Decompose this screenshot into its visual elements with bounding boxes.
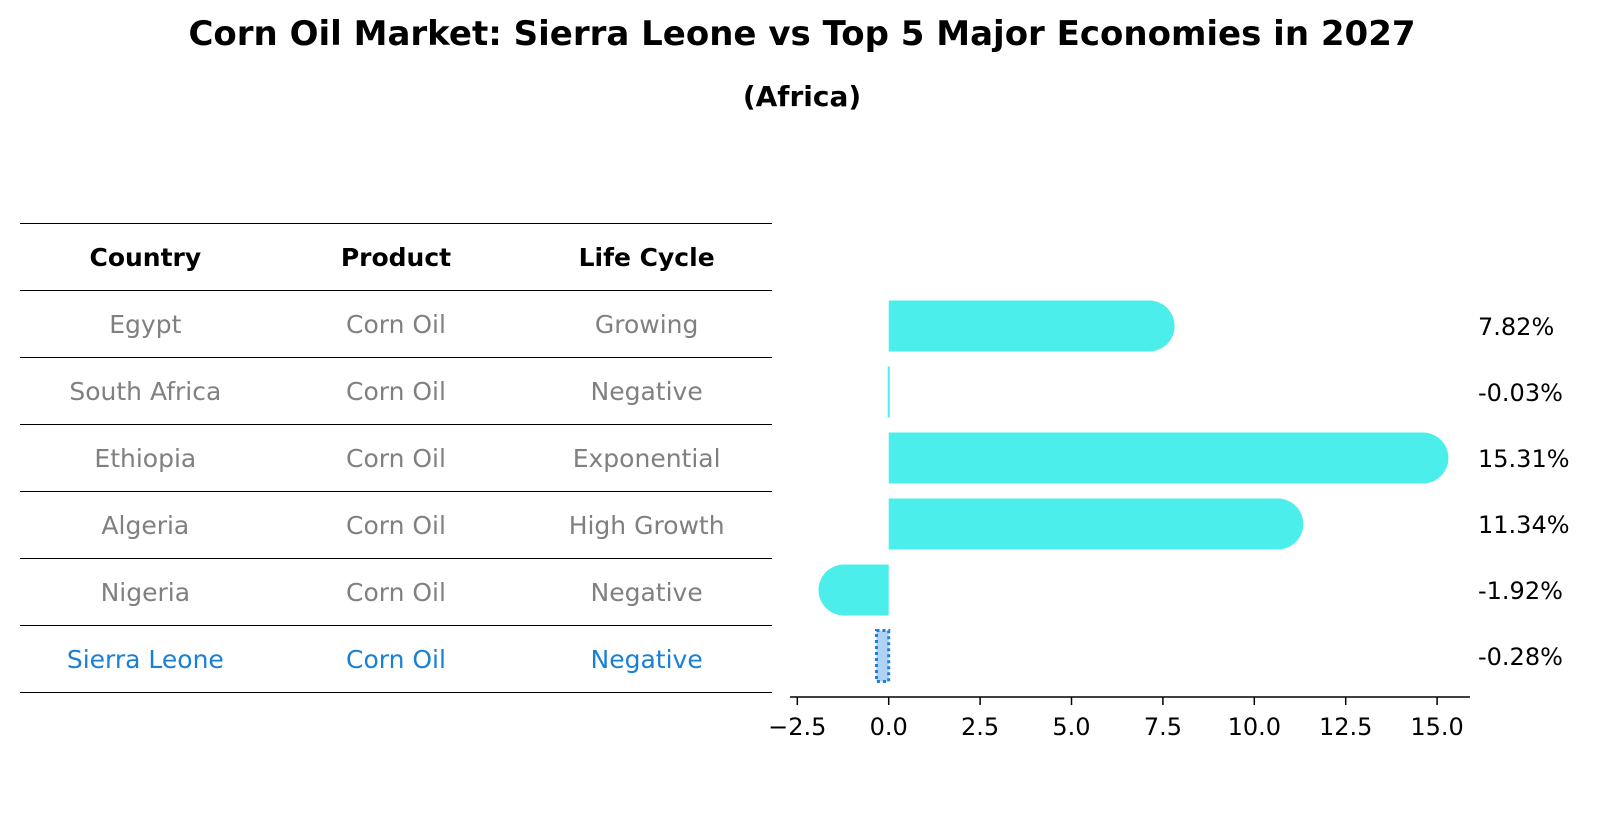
x-tick-label: 5.0	[1052, 713, 1090, 741]
value-label-algeria: 11.34%	[1478, 511, 1570, 539]
x-tick-label: 2.5	[961, 713, 999, 741]
chart-title: Corn Oil Market: Sierra Leone vs Top 5 M…	[188, 14, 1416, 54]
table-row: South Africa Corn Oil Negative	[20, 357, 772, 424]
header-country: Country	[89, 242, 202, 272]
cell-life-cycle: Growing	[594, 309, 699, 339]
cell-life-cycle: High Growth	[568, 510, 725, 540]
value-label-egypt: 7.82%	[1478, 313, 1554, 341]
cell-product: Corn Oil	[346, 443, 446, 473]
table-row: Egypt Corn Oil Growing	[20, 290, 772, 357]
table-row: Nigeria Corn Oil Negative	[20, 558, 772, 625]
table-row-highlight: Sierra Leone Corn Oil Negative	[20, 625, 772, 693]
bar-algeria	[888, 498, 1304, 550]
bar-sierra-leone	[874, 629, 891, 683]
cell-life-cycle: Negative	[590, 577, 703, 607]
x-tick-label: 12.5	[1319, 713, 1372, 741]
value-label-nigeria: -1.92%	[1478, 577, 1563, 605]
x-tick-label: 7.5	[1144, 713, 1182, 741]
x-tick-label: 15.0	[1410, 713, 1463, 741]
cell-country: South Africa	[69, 376, 222, 406]
country-table: Country Product Life Cycle Egypt Corn Oi…	[20, 223, 772, 693]
cell-country: Sierra Leone	[66, 644, 224, 674]
x-tick-label: −2.5	[768, 713, 826, 741]
bar-ethiopia	[888, 432, 1449, 484]
cell-product: Corn Oil	[346, 309, 446, 339]
table-row: Ethiopia Corn Oil Exponential	[20, 424, 772, 491]
cell-life-cycle: Negative	[590, 376, 703, 406]
cell-country: Egypt	[109, 309, 182, 339]
bar-egypt	[888, 300, 1175, 352]
value-label-ethiopia: 15.31%	[1478, 445, 1570, 473]
chart-subtitle: (Africa)	[742, 80, 862, 113]
x-tick-label: 10.0	[1228, 713, 1281, 741]
cell-product: Corn Oil	[346, 644, 446, 674]
value-label-south-africa: -0.03%	[1478, 379, 1563, 407]
cell-product: Corn Oil	[346, 510, 446, 540]
x-tick-label: 0.0	[870, 713, 908, 741]
value-label-sierra-leone: -0.28%	[1478, 643, 1563, 671]
cell-product: Corn Oil	[346, 376, 446, 406]
header-product: Product	[340, 242, 452, 272]
cell-life-cycle: Negative	[590, 644, 703, 674]
bar-nigeria	[818, 564, 889, 616]
bar-south-africa	[887, 366, 890, 418]
cell-country: Ethiopia	[94, 443, 197, 473]
table-header-row: Country Product Life Cycle	[20, 223, 772, 290]
table-row: Algeria Corn Oil High Growth	[20, 491, 772, 558]
cell-life-cycle: Exponential	[572, 443, 721, 473]
cell-country: Algeria	[101, 510, 190, 540]
cell-country: Nigeria	[100, 577, 191, 607]
cell-product: Corn Oil	[346, 577, 446, 607]
header-life-cycle: Life Cycle	[578, 242, 715, 272]
